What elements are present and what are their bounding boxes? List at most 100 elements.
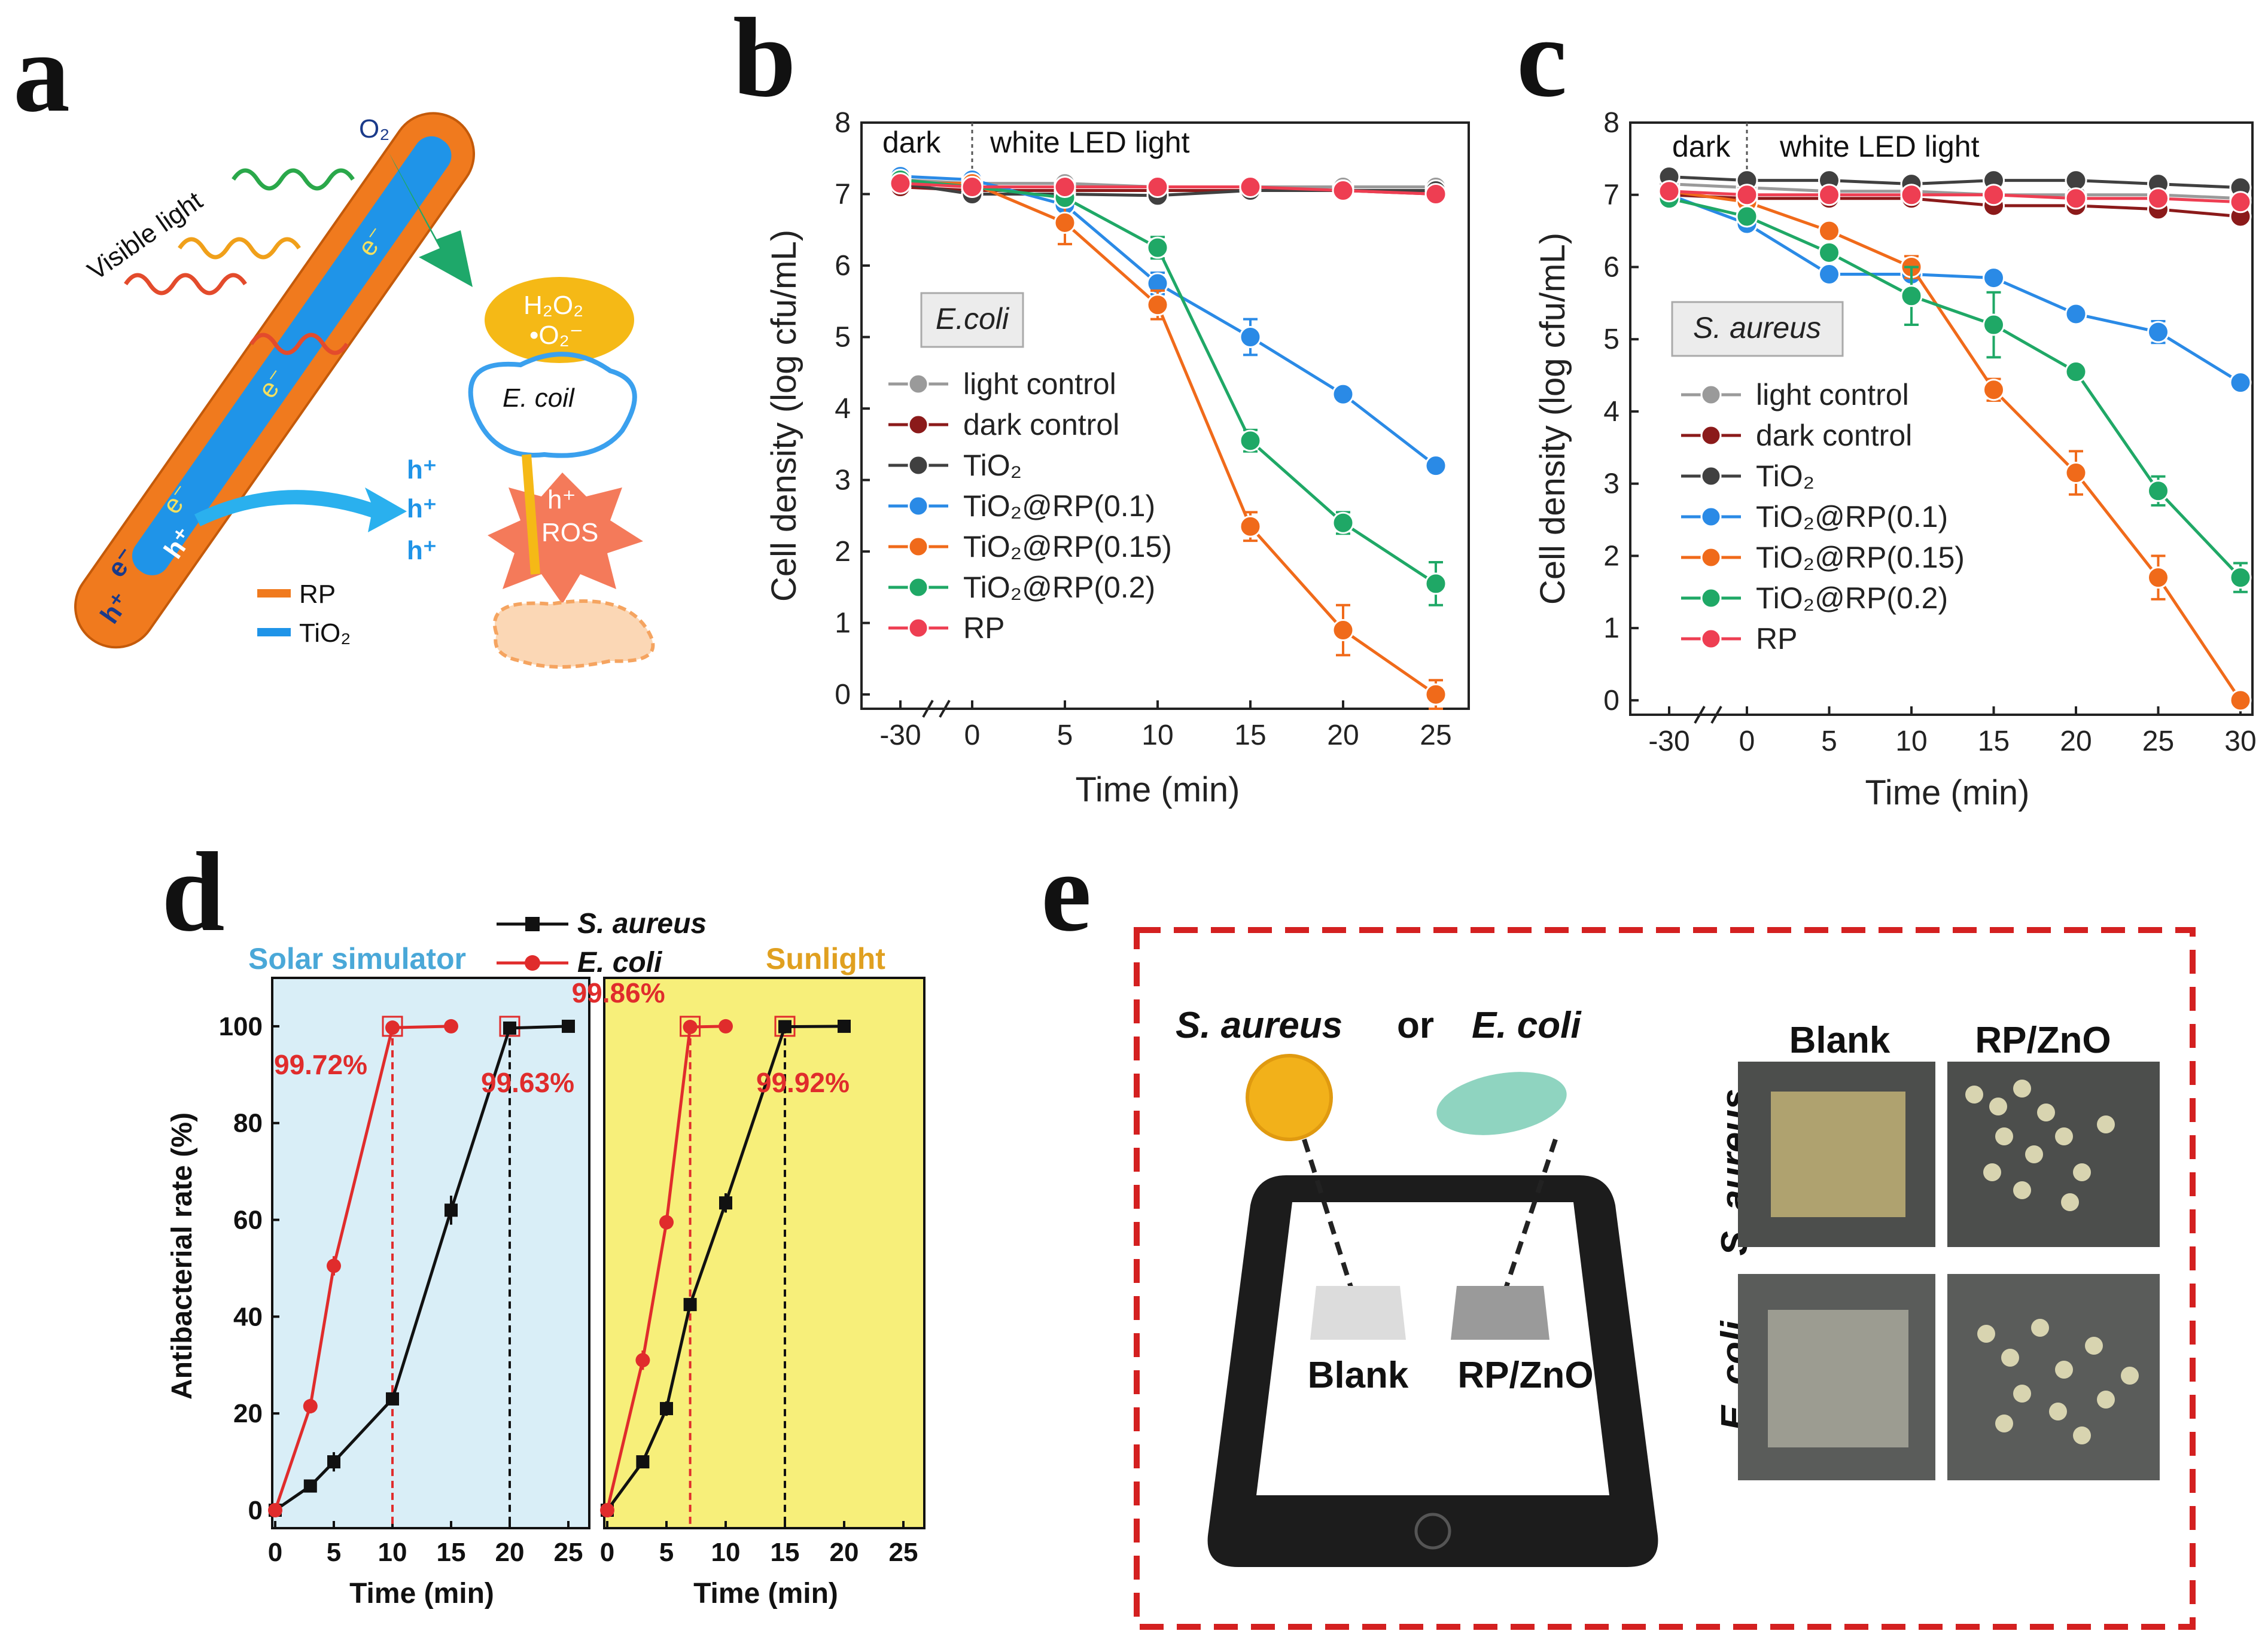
headline-s-aureus: S. aureus [1176, 1005, 1342, 1046]
data-point [1054, 211, 1076, 234]
data-point [445, 1203, 458, 1217]
y-tick-label: 8 [1603, 107, 1619, 139]
data-point [1818, 263, 1840, 286]
data-point [2065, 187, 2087, 210]
x-tick-label: 0 [1739, 725, 1755, 757]
visible-light-label: Visible light [83, 186, 208, 286]
data-point [719, 1196, 732, 1210]
pointer-line-left [1302, 1138, 1360, 1311]
electron-transfer-arrow [389, 153, 473, 287]
y-tick-label: 0 [835, 679, 851, 711]
legend-label: TiO₂@RP(0.2) [1756, 581, 1948, 615]
y-tick-label: 2 [835, 536, 851, 568]
ros-label: ROS [541, 518, 598, 547]
data-point [1146, 176, 1169, 199]
phone-label-rpzno: RP/ZnO [1457, 1355, 1593, 1396]
data-point [1332, 179, 1354, 202]
y-tick-label: 4 [1603, 396, 1619, 428]
x-tick-label: -30 [879, 720, 921, 751]
data-point [1818, 220, 1840, 242]
panel-letter-c: c [1517, 0, 1567, 121]
panel-c-chart: Cell density (log cfu/mL) Time (min) dar… [1533, 107, 2257, 812]
data-point [683, 1298, 697, 1312]
ros-hole-label: h⁺ [547, 485, 576, 514]
x-tick-label: 10 [1141, 720, 1173, 751]
y-tick-label: 1 [835, 608, 851, 639]
data-point [961, 176, 984, 199]
legend-label: RP [963, 611, 1004, 645]
colony [2097, 1391, 2115, 1409]
h2o2-label: H₂O₂ [523, 291, 583, 320]
colony [2049, 1403, 2067, 1420]
y-tick-label: 100 [219, 1012, 263, 1041]
region-dark-b: dark [882, 126, 941, 159]
y-tick-label: 60 [233, 1206, 263, 1235]
data-point [503, 1021, 516, 1035]
x-tick-label: 0 [268, 1538, 282, 1567]
legend-rp-label: RP [299, 580, 336, 609]
x-tick-label: -30 [1648, 725, 1689, 757]
data-point [385, 1020, 400, 1035]
legend-marker-e-coli [525, 955, 540, 971]
data-point [303, 1399, 318, 1414]
data-point [1983, 313, 2005, 336]
legend-marker [1700, 587, 1722, 609]
home-button-icon [1414, 1513, 1451, 1550]
data-point [327, 1258, 341, 1273]
x-tick-label: 15 [771, 1538, 800, 1567]
rpzno-patch [1451, 1286, 1549, 1340]
data-point [1239, 429, 1262, 452]
legend-label: dark control [963, 408, 1119, 441]
subplot-frame [271, 977, 590, 1529]
legend-tio2-label: TiO₂ [299, 618, 351, 648]
colony [2055, 1127, 2073, 1145]
y-tick-label: 0 [1603, 685, 1619, 717]
data-point [719, 1019, 733, 1034]
x-tick-label: 20 [1327, 720, 1359, 751]
data-point [659, 1215, 674, 1230]
data-point [1983, 379, 2005, 401]
e-coli-cell [1436, 1072, 1567, 1135]
panel-letter-d: d [162, 830, 225, 955]
colony [2073, 1163, 2091, 1181]
legend-label: RP [1756, 622, 1797, 656]
legend-marker-s-aureus [525, 917, 540, 931]
colony-mat-e-coli-blank [1768, 1310, 1908, 1447]
legend-marker [908, 495, 929, 517]
colony [2013, 1385, 2031, 1403]
dashed-frame [1134, 927, 2196, 1630]
data-point [1900, 285, 1923, 307]
plot-frame-b [860, 121, 1470, 710]
sunlight-bg [604, 978, 924, 1528]
data-point [2065, 303, 2087, 325]
y-tick-label: 7 [835, 179, 851, 211]
legend-label: TiO₂ [963, 449, 1022, 482]
data-point [444, 1019, 458, 1034]
colony [2013, 1181, 2031, 1199]
x-tick-label: 5 [1821, 725, 1837, 757]
y-tick-label: 3 [1603, 468, 1619, 500]
rp-tio2-nanorod: h⁺ e⁻ h⁺ e⁻ e⁻ e⁻ [74, 112, 475, 649]
legend-marker [908, 617, 929, 639]
data-point [303, 1479, 317, 1493]
legend-marker [908, 414, 929, 435]
colony [2001, 1349, 2019, 1367]
panel-letter-e: e [1041, 830, 1091, 955]
data-point [1332, 383, 1354, 406]
x-axis-title-d2: Time (min) [693, 1578, 838, 1609]
y-tick-label: 40 [233, 1302, 263, 1331]
series-line [1669, 175, 2241, 190]
data-point [2229, 566, 2252, 589]
x-tick-label: 15 [437, 1538, 466, 1567]
col-header-rpzno: RP/ZnO [1975, 1020, 2111, 1061]
region-dark-c: dark [1672, 130, 1731, 163]
legend-label: TiO₂@RP(0.15) [1756, 541, 1965, 574]
superoxide-label: •O₂⁻ [529, 321, 583, 350]
data-point [1983, 267, 2005, 289]
data-point [1818, 184, 1840, 206]
x-tick-label: 25 [2142, 725, 2174, 757]
col-header-blank: Blank [1789, 1020, 1890, 1061]
legend-rp-swatch [257, 589, 291, 598]
data-point [778, 1020, 791, 1034]
x-tick-label: 5 [1057, 720, 1073, 751]
